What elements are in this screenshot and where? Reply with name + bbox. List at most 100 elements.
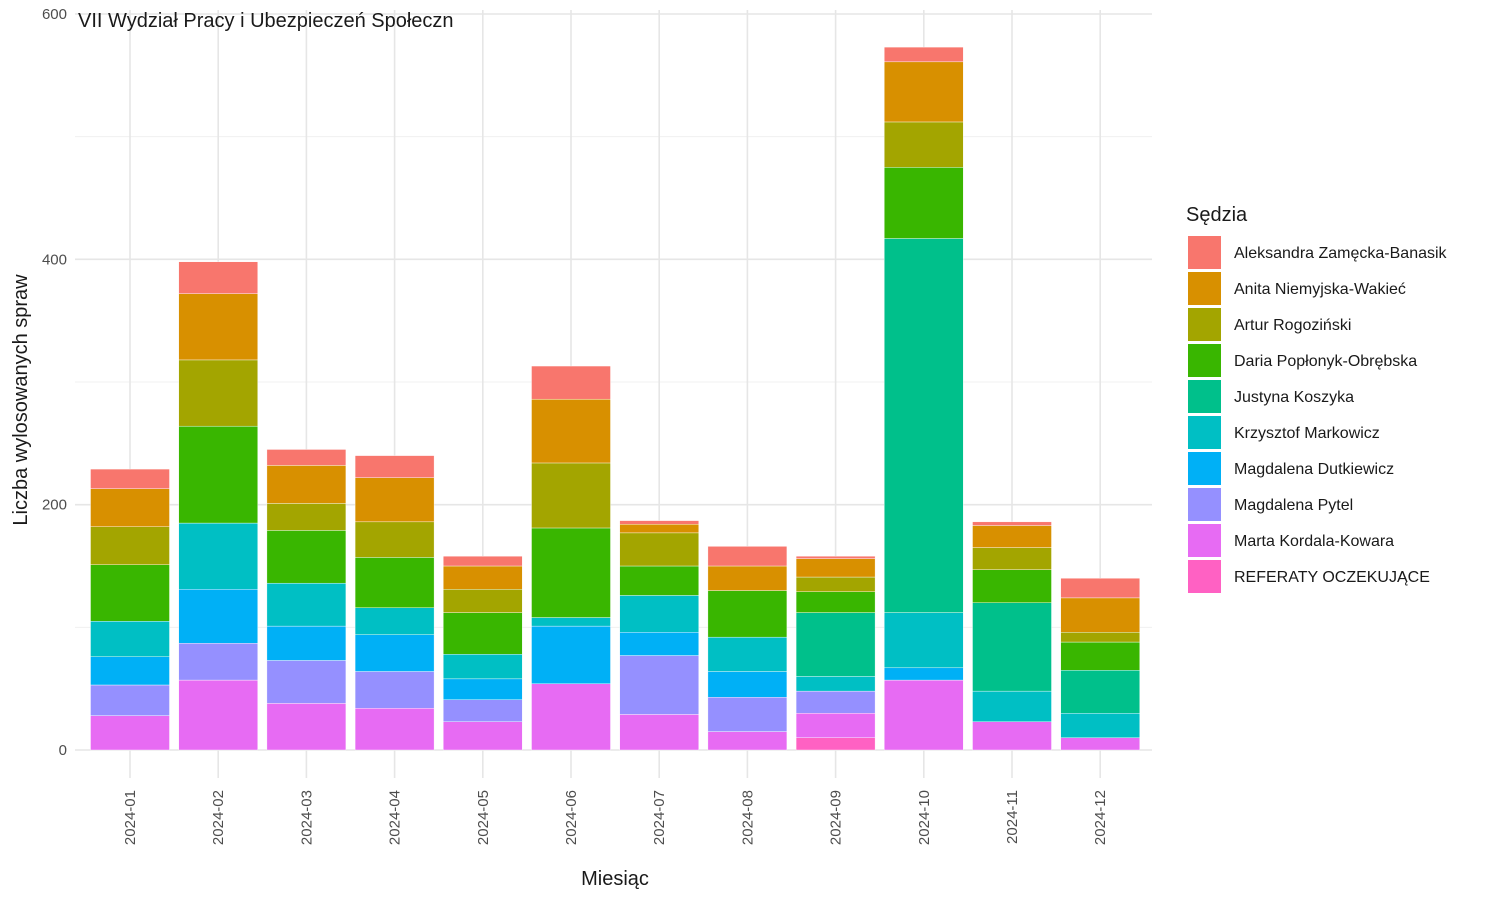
bar-segment xyxy=(1060,737,1140,751)
bar-segment xyxy=(707,697,788,732)
bar-segment xyxy=(266,530,347,584)
y-tick-label: 600 xyxy=(42,6,67,23)
legend-swatch xyxy=(1188,380,1221,413)
bar-segment xyxy=(1060,713,1140,738)
bar-stack-2024-01 xyxy=(90,468,170,751)
bar-segment xyxy=(619,532,699,567)
legend-label: Aleksandra Zamęcka-Banasik xyxy=(1234,245,1448,262)
bar-segment xyxy=(707,590,788,638)
bar-segment xyxy=(90,488,170,527)
x-tick-label: 2024-02 xyxy=(210,790,227,845)
bar-segment xyxy=(266,703,347,751)
bar-segment xyxy=(531,617,611,627)
x-tick-label: 2024-10 xyxy=(916,790,933,845)
y-tick-label: 400 xyxy=(42,251,67,268)
bar-segment xyxy=(178,359,258,427)
bar-segment xyxy=(531,462,611,529)
bar-stack-2024-06 xyxy=(531,365,611,751)
bar-segment xyxy=(354,607,435,635)
bar-stack-2024-07 xyxy=(619,520,699,751)
legend-swatch xyxy=(1188,524,1221,557)
bar-segment xyxy=(443,555,523,567)
legend-label: Marta Kordala-Kowara xyxy=(1234,533,1394,550)
bar-segment xyxy=(619,524,699,534)
bar-segment xyxy=(354,671,435,709)
legend-swatch xyxy=(1188,344,1221,377)
bar-segment xyxy=(443,612,523,655)
legend-item: Anita Niemyjska-Wakieć xyxy=(1188,272,1406,305)
bar-stack-2024-08 xyxy=(707,546,788,751)
y-tick-label: 200 xyxy=(42,497,67,514)
bar-segment xyxy=(266,449,347,466)
bar-segment xyxy=(90,656,170,686)
legend-label: Daria Popłonyk-Obrębska xyxy=(1234,353,1417,370)
legend-swatch xyxy=(1188,236,1221,269)
bar-stack-2024-05 xyxy=(443,555,523,751)
bar-segment xyxy=(795,676,876,692)
bar-segment xyxy=(884,679,964,751)
bar-segment xyxy=(354,557,435,608)
bar-segment xyxy=(90,684,170,716)
bar-segment xyxy=(531,527,611,618)
bar-segment xyxy=(972,525,1052,548)
bar-segment xyxy=(707,671,788,698)
x-tick-label: 2024-05 xyxy=(475,790,492,845)
bar-segment xyxy=(619,714,699,751)
bar-segment xyxy=(531,683,611,751)
x-tick-label: 2024-06 xyxy=(563,790,580,845)
legend-label: Magdalena Pytel xyxy=(1234,497,1353,514)
legend-item: Magdalena Dutkiewicz xyxy=(1188,452,1394,485)
x-axis-ticks: 2024-01 2024-02 2024-03 2024-04 2024-05 2024-… xyxy=(122,790,1109,845)
legend-label: Justyna Koszyka xyxy=(1234,389,1354,406)
bar-segment xyxy=(884,61,964,123)
bar-segment xyxy=(972,569,1052,603)
legend: Sędzia Aleksandra Zamęcka-Banasik Anita N… xyxy=(1186,204,1448,593)
bar-segment xyxy=(266,503,347,531)
bar-stack-2024-04 xyxy=(354,455,435,751)
x-tick-label: 2024-03 xyxy=(298,790,315,845)
bar-segment xyxy=(795,558,876,578)
bar-segment xyxy=(266,465,347,504)
bar-segment xyxy=(884,121,964,168)
bar-segment xyxy=(1060,641,1140,671)
legend-label: Magdalena Dutkiewicz xyxy=(1234,461,1394,478)
legend-swatch xyxy=(1188,452,1221,485)
bar-segment xyxy=(266,582,347,627)
x-tick-label: 2024-09 xyxy=(828,790,845,845)
bar-segment xyxy=(884,167,964,239)
bar-segment xyxy=(531,398,611,464)
bar-segment xyxy=(178,522,258,590)
bar-segment xyxy=(354,455,435,478)
bar-segment xyxy=(354,477,435,523)
bar-segment xyxy=(619,632,699,656)
bar-segment xyxy=(795,555,876,559)
bar-segment xyxy=(90,564,170,622)
legend-swatch xyxy=(1188,308,1221,341)
bar-segment xyxy=(1060,578,1140,599)
legend-swatch xyxy=(1188,560,1221,593)
bar-segment xyxy=(972,721,1052,751)
bar-segment xyxy=(443,589,523,613)
bar-segment xyxy=(443,699,523,722)
bar-segment xyxy=(531,365,611,400)
y-axis-ticks: 0 200 400 600 xyxy=(42,6,67,759)
bar-segment xyxy=(707,636,788,672)
bar-segment xyxy=(443,678,523,700)
bar-segment xyxy=(354,634,435,672)
bar-stack-2024-12 xyxy=(1060,578,1140,751)
legend-items: Aleksandra Zamęcka-Banasik Anita Niemyjsk… xyxy=(1188,236,1448,593)
bar-segment xyxy=(90,621,170,657)
y-tick-label: 0 xyxy=(59,742,67,759)
bar-segment xyxy=(443,565,523,590)
legend-item: Aleksandra Zamęcka-Banasik xyxy=(1188,236,1448,269)
legend-swatch xyxy=(1188,488,1221,521)
bar-segment xyxy=(707,565,788,591)
bar-segment xyxy=(619,655,699,715)
bar-segment xyxy=(707,546,788,567)
bar-segment xyxy=(1060,670,1140,714)
bar-segment xyxy=(795,612,876,677)
bar-segment xyxy=(178,679,258,751)
bar-segment xyxy=(795,576,876,592)
bar-segment xyxy=(1060,597,1140,633)
